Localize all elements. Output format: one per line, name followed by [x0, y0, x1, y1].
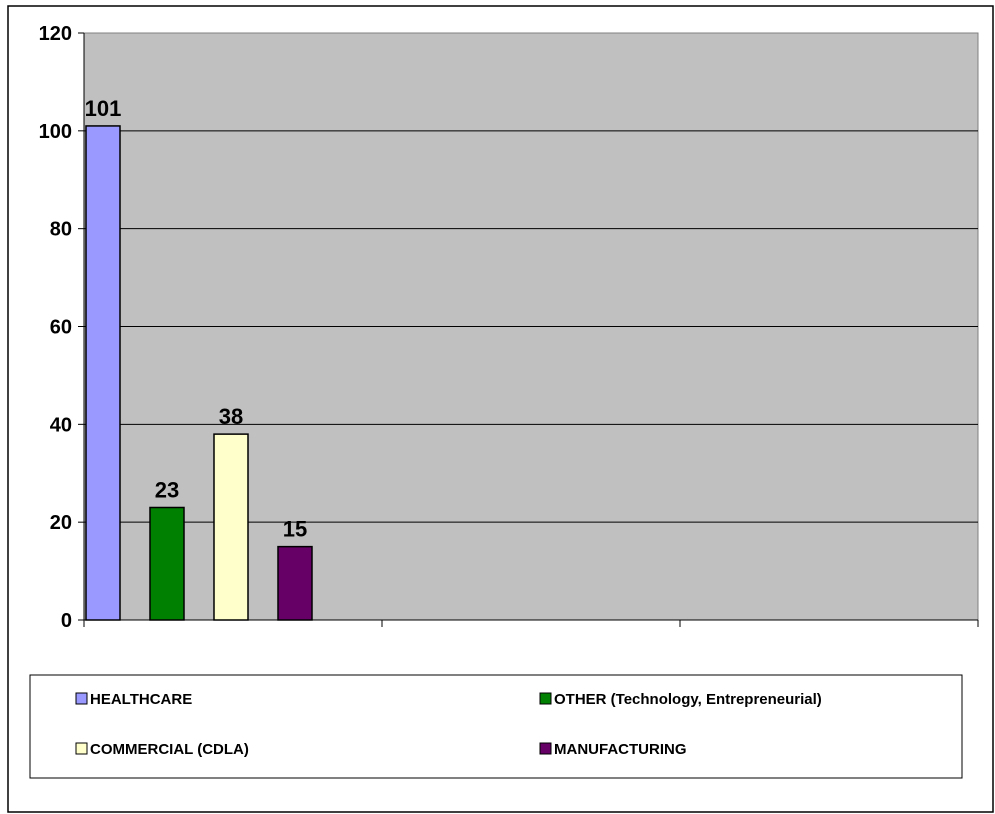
bar-commercial-cdla	[213, 433, 249, 621]
y-tick-label: 120	[39, 23, 72, 45]
data-labels: 101 23 38 15	[85, 96, 308, 542]
y-tick-label: 20	[50, 512, 72, 534]
legend-box	[29, 674, 963, 779]
legend-label: HEALTHCARE	[90, 691, 192, 708]
y-tick-label: 100	[39, 121, 72, 143]
legend: HEALTHCARE OTHER (Technology, Entrepreneu…	[29, 674, 963, 779]
legend-swatch	[75, 742, 88, 755]
data-label: 15	[283, 517, 307, 542]
data-label: 23	[155, 477, 179, 502]
legend-swatch	[75, 692, 88, 705]
legend-label: OTHER (Technology, Entrepreneurial)	[554, 691, 822, 708]
bar-other-technology-entrepreneurial	[149, 506, 185, 621]
y-tick-label: 0	[61, 610, 72, 632]
data-label: 101	[85, 96, 122, 121]
y-tick-label: 60	[50, 317, 72, 339]
y-axis: 0 20 40 60 80 100 120	[39, 23, 85, 632]
legend-swatch	[539, 742, 552, 755]
legend-label: COMMERCIAL (CDLA)	[90, 741, 249, 758]
y-tick-label: 40	[50, 414, 72, 436]
bar-manufacturing	[277, 545, 313, 621]
y-tick-label: 80	[50, 219, 72, 241]
bars	[85, 125, 313, 621]
legend-label: MANUFACTURING	[554, 741, 687, 758]
data-label: 38	[219, 404, 243, 429]
bar-healthcare	[85, 125, 121, 621]
legend-swatch	[539, 692, 552, 705]
